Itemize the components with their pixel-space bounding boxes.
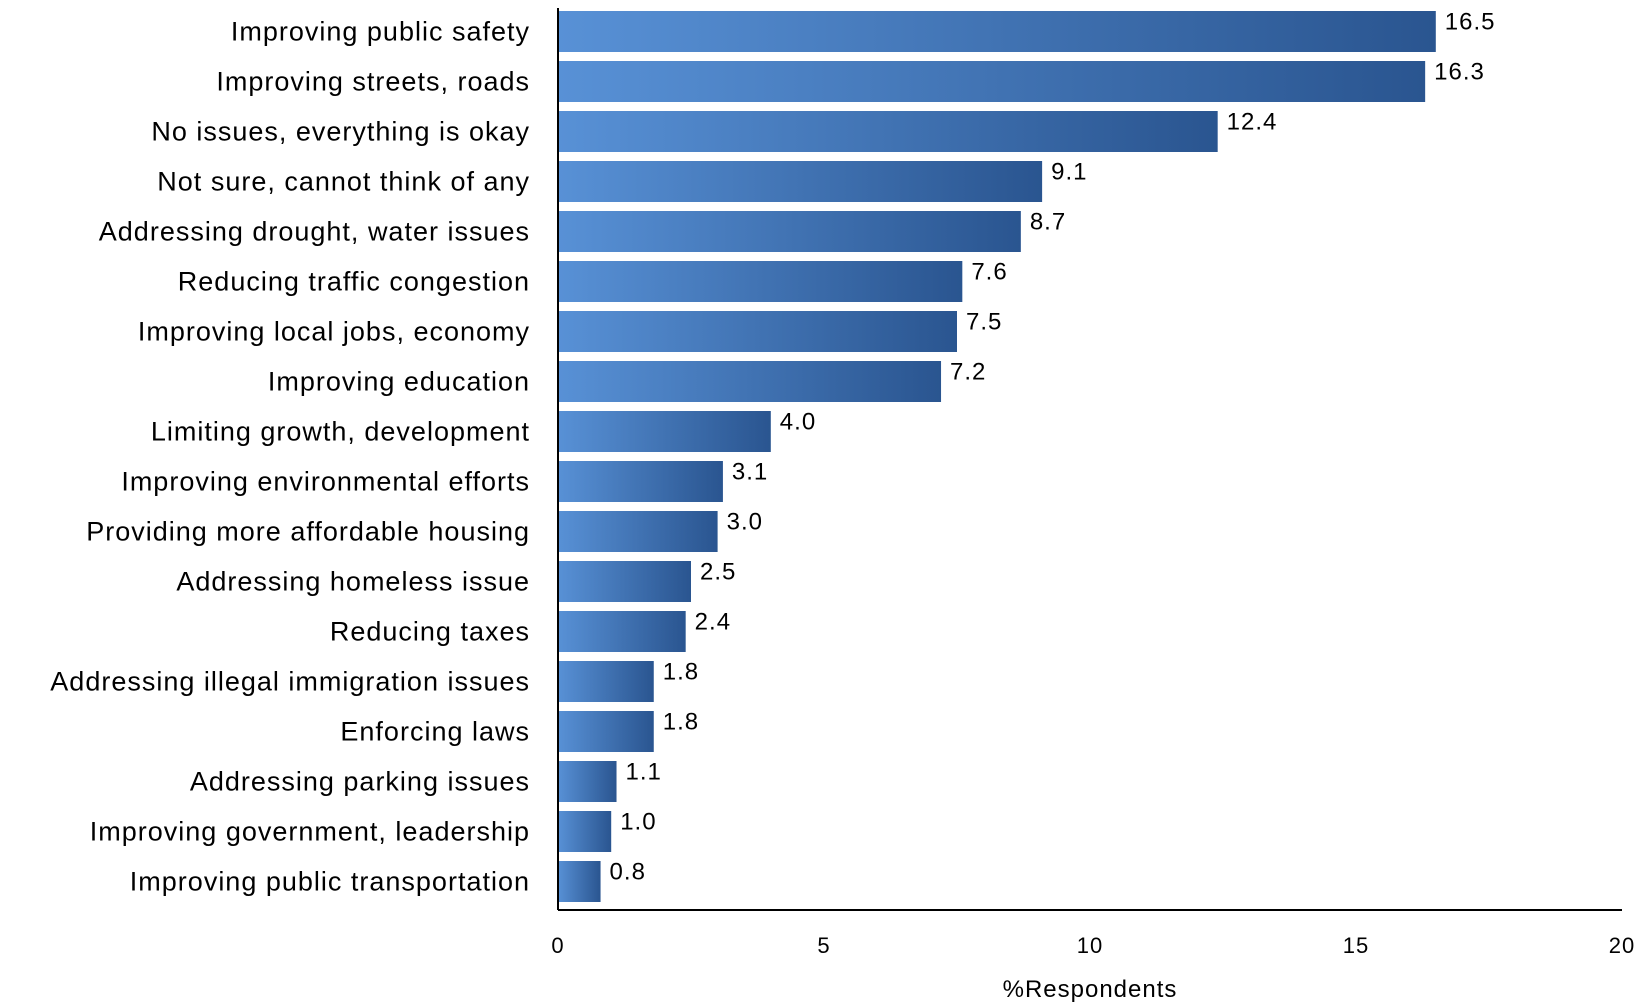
value-label: 1.8 — [663, 709, 699, 736]
category-label: Addressing homeless issue — [176, 567, 530, 597]
bar — [558, 561, 691, 602]
bar — [558, 661, 654, 702]
category-label: Improving education — [268, 367, 530, 397]
value-label: 16.3 — [1434, 59, 1485, 86]
category-label: Addressing parking issues — [190, 767, 530, 797]
value-label: 1.0 — [620, 809, 656, 836]
bar — [558, 111, 1218, 152]
value-label: 1.8 — [663, 659, 699, 686]
value-label: 3.0 — [727, 509, 763, 536]
bar — [558, 11, 1436, 52]
category-label: No issues, everything is okay — [151, 117, 530, 147]
x-tick-label: 0 — [551, 933, 564, 958]
category-label: Providing more affordable housing — [86, 517, 530, 547]
category-label: Reducing traffic congestion — [178, 267, 530, 297]
bar — [558, 161, 1043, 202]
category-labels: Improving public safety Improving streets… — [50, 17, 530, 897]
bar — [558, 311, 957, 352]
category-label: Limiting growth, development — [151, 417, 530, 447]
category-label: Improving streets, roads — [216, 67, 530, 97]
category-label: Not sure, cannot think of any — [157, 167, 530, 197]
category-label: Improving public safety — [231, 17, 530, 47]
value-label: 12.4 — [1227, 109, 1278, 136]
bar — [558, 761, 617, 802]
x-tick-label: 20 — [1609, 933, 1635, 958]
value-label: 3.1 — [732, 459, 768, 486]
bar — [558, 61, 1426, 102]
category-label: Addressing illegal immigration issues — [50, 667, 530, 697]
bar — [558, 211, 1021, 252]
category-label: Improving government, leadership — [90, 817, 530, 847]
category-label: Reducing taxes — [330, 617, 530, 647]
x-tick-label: 15 — [1343, 933, 1369, 958]
value-label: 2.4 — [695, 609, 731, 636]
x-tick-label: 5 — [817, 933, 830, 958]
bar — [558, 511, 718, 552]
category-label: Enforcing laws — [340, 717, 530, 747]
value-label: 4.0 — [780, 409, 816, 436]
value-label: 9.1 — [1051, 159, 1087, 186]
category-label: Improving local jobs, economy — [138, 317, 530, 347]
category-label: Improving environmental efforts — [121, 467, 530, 497]
bar — [558, 461, 723, 502]
value-label: 1.1 — [626, 759, 662, 786]
bar — [558, 811, 612, 852]
value-label: 8.7 — [1030, 209, 1066, 236]
bar — [558, 411, 771, 452]
value-label: 7.5 — [966, 309, 1002, 336]
bar — [558, 861, 601, 902]
bar — [558, 611, 686, 652]
category-label: Improving public transportation — [130, 867, 530, 897]
value-label: 16.5 — [1445, 9, 1496, 36]
bar — [558, 361, 942, 402]
x-tick-labels: 0 5 10 15 20 — [551, 933, 1635, 958]
value-labels: 16.5 16.3 12.4 9.1 8.7 7.6 7.5 7.2 4.0 3.1 3.0 2.5 2… — [610, 9, 1496, 886]
value-label: 7.2 — [950, 359, 986, 386]
category-label: Addressing drought, water issues — [99, 217, 530, 247]
value-label: 7.6 — [971, 259, 1007, 286]
x-axis-title: %Respondents — [1003, 976, 1178, 1003]
bars-group — [558, 11, 1436, 902]
value-label: 2.5 — [700, 559, 736, 586]
value-label: 0.8 — [610, 859, 646, 886]
bar — [558, 261, 963, 302]
bar — [558, 711, 654, 752]
x-tick-label: 10 — [1077, 933, 1103, 958]
